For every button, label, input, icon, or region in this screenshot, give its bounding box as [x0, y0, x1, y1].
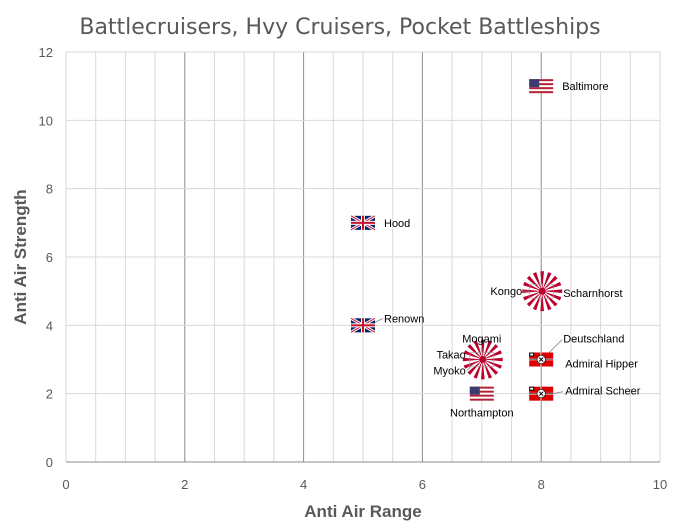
y-tick-label: 10 [39, 113, 53, 128]
data-labels: Baltimore Hood Kongo Scharnhorst Renown Mogam… [374, 81, 641, 420]
x-tick-label: 6 [419, 477, 426, 492]
x-tick-label: 2 [181, 477, 188, 492]
data-label: Baltimore [562, 81, 608, 93]
data-label: Northampton [450, 408, 514, 420]
data-label-leader [466, 364, 474, 371]
y-axis-title: Anti Air Strength [11, 189, 30, 324]
y-tick-label: 2 [46, 387, 53, 402]
x-axis-title: Anti Air Range [304, 502, 421, 521]
data-label-leader [553, 391, 564, 395]
y-tick-label: 6 [46, 250, 53, 265]
chart-title: Battlecruisers, Hvy Cruisers, Pocket Bat… [79, 15, 600, 40]
data-label: Hood [384, 218, 410, 230]
data-label: Renown [384, 313, 424, 325]
data-label: Takao [436, 350, 465, 362]
data-label-leader [548, 339, 563, 353]
y-tick-label: 12 [39, 45, 53, 60]
data-label: Admiral Scheer [565, 386, 641, 398]
grid [65, 51, 661, 463]
y-tick-label: 8 [46, 182, 53, 197]
data-points [350, 79, 563, 401]
data-label-leader [374, 317, 384, 323]
data-label: Deutschland [563, 334, 624, 346]
german-naval-flag-icon [529, 386, 554, 401]
data-label: Myoko [433, 366, 465, 378]
uk-flag-icon [350, 317, 376, 334]
japan-naval-flag-icon [462, 339, 503, 380]
x-tick-label: 8 [538, 477, 545, 492]
data-label: Scharnhorst [563, 288, 622, 300]
german-naval-flag-icon [529, 352, 554, 367]
x-tick-label: 0 [62, 477, 69, 492]
us-flag-icon [529, 79, 554, 94]
uk-flag-icon [350, 214, 376, 232]
us-flag-icon [469, 386, 494, 401]
data-label: Admiral Hipper [565, 359, 638, 371]
y-tick-label: 4 [46, 318, 53, 333]
japan-naval-flag-icon [522, 271, 563, 312]
x-tick-label: 10 [653, 477, 667, 492]
x-tick-label: 4 [300, 477, 307, 492]
data-label: Kongo [490, 286, 522, 298]
data-label: Mogami [462, 334, 501, 346]
tick-labels: 0 2 4 6 8 10 0 2 4 6 8 10 12 [39, 45, 668, 492]
y-tick-label: 0 [46, 455, 53, 470]
